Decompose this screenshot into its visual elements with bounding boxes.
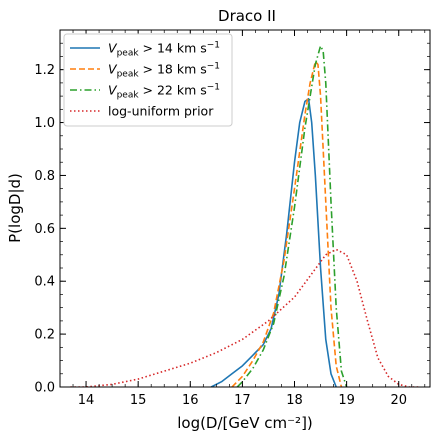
- legend: Vpeak > 14 km s−1 Vpeak > 18 km s−1 Vpeak …: [63, 33, 233, 127]
- series-line-1: [210, 97, 337, 387]
- series-layer: [70, 45, 420, 387]
- series-line-3: [236, 45, 348, 387]
- x-tick-label: 18: [286, 393, 303, 408]
- x-axis: 14 15 16 17 18 19 20: [59, 30, 426, 408]
- y-tick-label: 1.2: [34, 63, 55, 78]
- series-line-2: [231, 60, 343, 387]
- y-axis: 0.0 0.2 0.4 0.6 0.8 1.0 1.2: [34, 42, 430, 396]
- y-tick-label: 0.4: [34, 275, 55, 290]
- legend-label: log-uniform prior: [108, 104, 214, 119]
- legend-label: Vpeak > 22 km s−1: [108, 83, 220, 101]
- x-tick-label: 17: [234, 393, 251, 408]
- y-axis-label: P(logD|d): [6, 173, 24, 243]
- chart-title: Draco II: [218, 7, 276, 25]
- x-tick-label: 15: [130, 393, 147, 408]
- y-tick-label: 0.0: [34, 381, 55, 396]
- x-tick-label: 19: [338, 393, 355, 408]
- y-tick-label: 0.8: [34, 169, 55, 184]
- y-tick-label: 0.6: [34, 222, 55, 237]
- plot-frame: [59, 29, 431, 388]
- x-tick-label: 16: [182, 393, 199, 408]
- x-tick-label: 20: [390, 393, 407, 408]
- legend-label: Vpeak > 18 km s−1: [108, 62, 220, 80]
- y-tick-label: 0.2: [34, 328, 55, 343]
- legend-box: [63, 33, 233, 127]
- legend-label: Vpeak > 14 km s−1: [108, 41, 220, 59]
- x-tick-label: 14: [78, 393, 95, 408]
- y-tick-label: 1.0: [34, 116, 55, 131]
- x-axis-label: log(D/[GeV cm⁻²]): [177, 414, 313, 432]
- series-line-4: [70, 248, 420, 387]
